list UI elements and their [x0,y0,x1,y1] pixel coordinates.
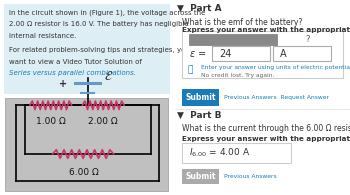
Text: 6.00 Ω: 6.00 Ω [69,168,99,177]
Text: Submit: Submit [185,172,216,181]
Text: $I_{6.00}$ = 4.00 A: $I_{6.00}$ = 4.00 A [189,147,250,159]
Bar [182,89,219,106]
Text: What is the current through the 6.00 Ω resistor?: What is the current through the 6.00 Ω r… [182,124,350,133]
Text: Previous Answers  Request Answer: Previous Answers Request Answer [224,95,329,100]
Text: Express your answer with the appropriate units.: Express your answer with the appropriate… [182,136,350,142]
Text: ?: ? [306,35,310,44]
Text: In the circuit shown in (Figure 1), the voltage across the: In the circuit shown in (Figure 1), the … [9,10,205,16]
Bar [273,46,331,61]
Bar [4,4,170,94]
Bar [212,46,270,61]
Text: What is the emf of the battery?: What is the emf of the battery? [182,18,302,27]
Text: Express your answer with the appropriate units.: Express your answer with the appropriate… [182,27,350,33]
Text: A: A [280,49,287,59]
Text: No credit lost. Try again.: No credit lost. Try again. [201,73,275,78]
Text: For related problem-solving tips and strategies, you may: For related problem-solving tips and str… [9,47,207,53]
Text: Previous Answers: Previous Answers [224,174,276,179]
Text: ▼  Part B: ▼ Part B [177,111,221,120]
Text: $\varepsilon$ =: $\varepsilon$ = [189,49,206,59]
Bar [182,143,290,163]
Text: Submit: Submit [185,93,216,102]
Text: 1.00 Ω: 1.00 Ω [36,117,66,126]
Text: ▼  Part A: ▼ Part A [177,4,221,13]
Text: $\mathcal{E}$: $\mathcal{E}$ [104,70,113,82]
Text: +: + [59,79,67,89]
Bar [189,34,276,45]
Bar [5,98,168,191]
Text: internal resistance.: internal resistance. [9,33,76,39]
Text: ⓘ: ⓘ [187,65,192,74]
Text: Enter your answer using units of electric potential.: Enter your answer using units of electri… [201,65,350,70]
Text: 24: 24 [219,49,231,59]
Text: 2.00 Ω: 2.00 Ω [89,117,118,126]
Bar [182,31,343,78]
Text: want to view a Video Tutor Solution of: want to view a Video Tutor Solution of [9,58,142,65]
Bar [182,169,219,184]
Text: Series versus parallel combinations.: Series versus parallel combinations. [9,70,136,76]
Text: 2.00 Ω resistor is 16.0 V. The battery has negligible: 2.00 Ω resistor is 16.0 V. The battery h… [9,21,189,27]
